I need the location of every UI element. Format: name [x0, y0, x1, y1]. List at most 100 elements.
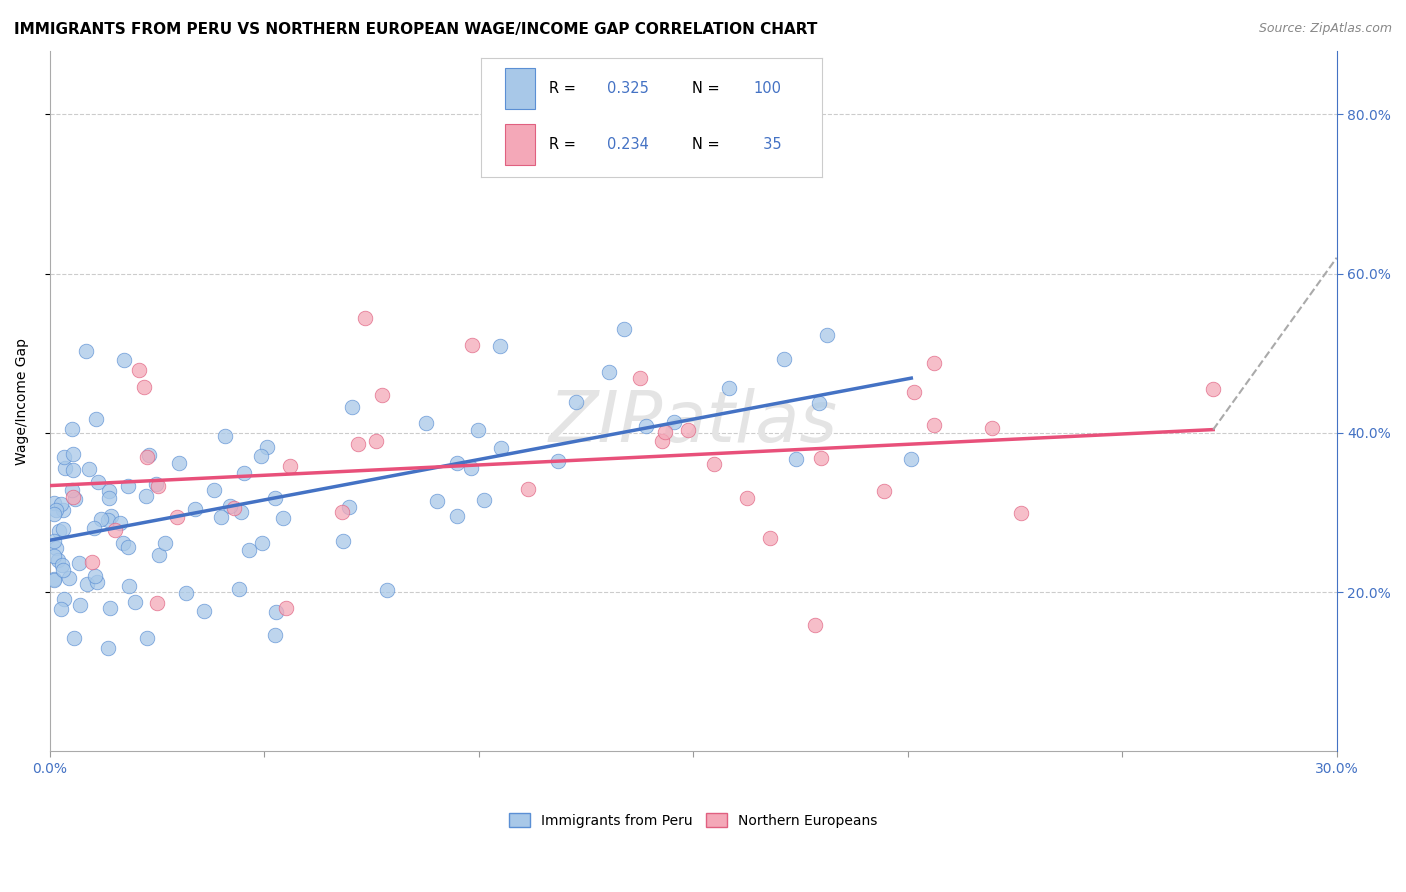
- Point: [46, 552, 69, 566]
- Point: [703, 457, 725, 471]
- Point: [49, 498, 72, 512]
- Point: [135, 489, 157, 503]
- Point: [547, 454, 569, 468]
- Point: [117, 541, 139, 555]
- Point: [214, 429, 236, 443]
- Point: [903, 384, 925, 399]
- Point: [111, 536, 134, 550]
- Point: [808, 396, 831, 410]
- Point: [803, 618, 825, 632]
- Point: [42, 573, 65, 587]
- Point: [52, 450, 75, 465]
- Point: [63, 631, 86, 645]
- Point: [340, 400, 363, 414]
- Point: [60, 483, 83, 497]
- Point: [873, 484, 896, 499]
- Point: [52, 502, 75, 516]
- Point: [472, 493, 495, 508]
- Point: [231, 505, 253, 519]
- Point: [80, 555, 103, 569]
- Point: [69, 598, 91, 612]
- Point: [222, 501, 245, 516]
- Point: [922, 356, 945, 370]
- Point: [53, 460, 76, 475]
- Point: [146, 478, 169, 492]
- Point: [60, 422, 83, 436]
- Point: [138, 448, 160, 462]
- Point: [364, 434, 387, 449]
- Point: [651, 434, 673, 448]
- Point: [97, 513, 120, 527]
- Point: [45, 502, 67, 516]
- Point: [98, 483, 121, 498]
- Point: [202, 483, 225, 497]
- Point: [628, 370, 651, 384]
- Point: [58, 571, 80, 585]
- Point: [375, 583, 398, 598]
- Point: [124, 595, 146, 609]
- Point: [981, 420, 1004, 434]
- Point: [491, 442, 513, 456]
- Point: [90, 512, 112, 526]
- Point: [167, 456, 190, 470]
- Y-axis label: Wage/Income Gap: Wage/Income Gap: [15, 337, 30, 465]
- Point: [238, 543, 260, 558]
- Point: [900, 451, 922, 466]
- Point: [62, 463, 84, 477]
- Point: [446, 456, 468, 470]
- Point: [136, 450, 159, 465]
- Legend: Immigrants from Peru, Northern Europeans: Immigrants from Peru, Northern Europeans: [503, 807, 883, 833]
- Point: [250, 449, 273, 463]
- Point: [565, 394, 588, 409]
- Point: [264, 605, 287, 619]
- Point: [280, 459, 302, 474]
- Point: [42, 507, 65, 521]
- Point: [136, 631, 159, 645]
- Point: [264, 491, 287, 506]
- Point: [49, 602, 72, 616]
- Point: [415, 416, 437, 430]
- Point: [97, 491, 120, 505]
- Point: [128, 363, 150, 377]
- Point: [263, 628, 285, 642]
- Point: [426, 494, 449, 508]
- Point: [145, 477, 167, 491]
- Text: Source: ZipAtlas.com: Source: ZipAtlas.com: [1258, 22, 1392, 36]
- Point: [613, 322, 636, 336]
- Point: [67, 556, 90, 570]
- Point: [467, 423, 489, 437]
- Point: [62, 491, 84, 505]
- Point: [97, 641, 120, 656]
- Point: [77, 462, 100, 476]
- Point: [1010, 506, 1032, 520]
- Text: IMMIGRANTS FROM PERU VS NORTHERN EUROPEAN WAGE/INCOME GAP CORRELATION CHART: IMMIGRANTS FROM PERU VS NORTHERN EUROPEA…: [14, 22, 817, 37]
- Point: [48, 524, 70, 539]
- Point: [654, 425, 676, 440]
- Point: [209, 510, 232, 524]
- Point: [153, 535, 176, 549]
- Point: [118, 579, 141, 593]
- Point: [100, 509, 122, 524]
- Point: [166, 510, 188, 524]
- Point: [104, 524, 127, 538]
- Point: [815, 327, 838, 342]
- Point: [337, 500, 360, 514]
- Point: [330, 505, 353, 519]
- Point: [718, 381, 741, 395]
- Point: [922, 417, 945, 432]
- Point: [53, 591, 76, 606]
- Point: [370, 387, 392, 401]
- Point: [45, 541, 67, 555]
- Point: [44, 549, 66, 563]
- Point: [354, 310, 377, 325]
- Point: [62, 447, 84, 461]
- Point: [517, 482, 540, 496]
- Point: [773, 352, 796, 367]
- Text: ZIPatlas: ZIPatlas: [548, 388, 838, 457]
- Point: [51, 558, 73, 573]
- Point: [86, 475, 108, 490]
- Point: [132, 380, 155, 394]
- Point: [193, 604, 215, 618]
- Point: [346, 437, 368, 451]
- Point: [219, 499, 242, 513]
